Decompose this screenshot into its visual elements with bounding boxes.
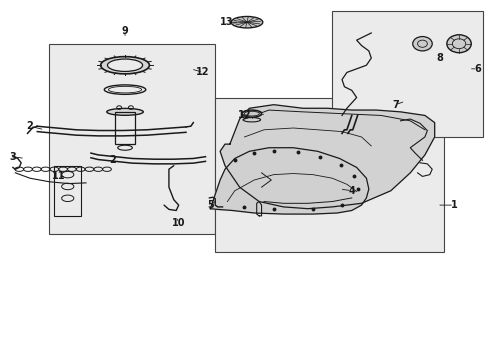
Text: 1: 1 [450, 200, 457, 210]
Polygon shape [210, 148, 368, 214]
Text: 13: 13 [219, 17, 233, 27]
Text: 7: 7 [391, 100, 398, 110]
Ellipse shape [242, 110, 261, 117]
Text: 2: 2 [26, 121, 33, 131]
Ellipse shape [101, 57, 149, 74]
Text: 4: 4 [347, 186, 354, 196]
Text: 11: 11 [51, 171, 65, 181]
Circle shape [446, 35, 470, 53]
Ellipse shape [107, 59, 142, 71]
Text: 8: 8 [435, 53, 442, 63]
Bar [54, 166, 81, 216]
Bar [49, 44, 215, 234]
Text: 9: 9 [122, 26, 128, 36]
Circle shape [412, 37, 431, 51]
Bar [331, 12, 483, 137]
Ellipse shape [106, 108, 143, 115]
Bar [115, 112, 135, 144]
Text: 5: 5 [206, 200, 213, 210]
Text: 6: 6 [473, 64, 480, 74]
Text: 12: 12 [196, 67, 209, 77]
Text: 3: 3 [9, 152, 16, 162]
Text: 10: 10 [172, 218, 185, 228]
Polygon shape [220, 105, 434, 209]
Text: 2: 2 [109, 155, 116, 165]
Text: 12: 12 [237, 111, 251, 121]
Bar [215, 98, 444, 252]
Ellipse shape [231, 17, 262, 28]
